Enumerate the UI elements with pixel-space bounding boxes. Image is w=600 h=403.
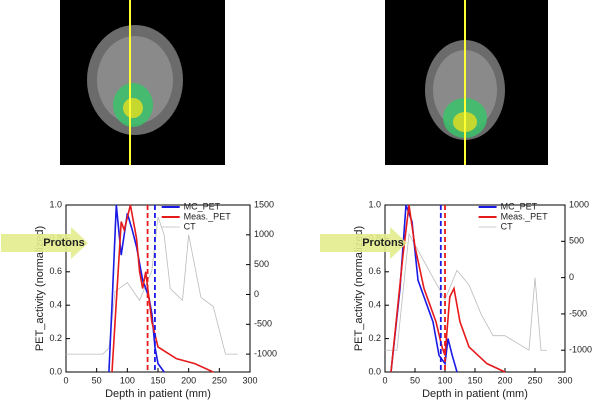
x-tick-label: 200	[181, 375, 196, 385]
y-tick-label: 0.2	[368, 333, 381, 343]
x-tick-label: 250	[212, 375, 227, 385]
y2-tick-label: 1000	[569, 199, 589, 209]
y2-tick-label: 1000	[254, 229, 274, 239]
series-line	[385, 232, 547, 351]
x-tick-label: 100	[120, 375, 135, 385]
y-tick-label: 1.0	[49, 199, 62, 209]
x-tick-label: 50	[92, 375, 102, 385]
legend-label: Meas._PET	[501, 211, 549, 221]
y-tick-label: 0.0	[368, 366, 381, 376]
y-tick-label: 0.6	[49, 266, 62, 276]
y2-tick-label: 1500	[254, 199, 274, 209]
ct-image-left	[60, 0, 225, 165]
y2-tick-label: -500	[254, 319, 272, 329]
x-axis-label: Depth in patient (mm)	[105, 388, 211, 400]
y2-tick-label: 0	[569, 272, 574, 282]
x-tick-label: 50	[410, 375, 420, 385]
y-tick-label: 0.4	[368, 300, 381, 310]
x-tick-label: 100	[437, 375, 452, 385]
y-tick-label: 1.0	[368, 199, 381, 209]
ct-image-right	[385, 0, 548, 165]
annotation: Protons	[362, 237, 404, 249]
x-tick-label: 0	[382, 375, 387, 385]
y-tick-label: 0.0	[49, 366, 62, 376]
legend-label: Meas._PET	[184, 211, 232, 221]
legend-label: MC_PET	[501, 201, 538, 211]
y-tick-label: 0.2	[49, 333, 62, 343]
x-tick-label: 250	[527, 375, 542, 385]
y-axis-label: PET_activity (normalized)	[34, 226, 46, 351]
y2-tick-label: 500	[254, 259, 269, 269]
x-tick-label: 300	[242, 375, 257, 385]
y-tick-label: 0.4	[49, 300, 62, 310]
x-tick-label: 150	[150, 375, 165, 385]
series-line	[111, 204, 214, 373]
x-tick-label: 150	[467, 375, 482, 385]
x-axis-label: Depth in patient (mm)	[422, 388, 528, 400]
y2-tick-label: -1000	[254, 348, 277, 358]
annotation-arrow	[1, 227, 88, 259]
y2-tick-label: 0	[254, 289, 259, 299]
y-axis-label: PET_activity (normalized)	[353, 226, 365, 351]
series-line	[66, 216, 238, 355]
legend-label: CT	[184, 221, 196, 231]
y2-tick-label: -500	[569, 308, 587, 318]
legend-label: MC_PET	[184, 201, 221, 211]
x-tick-label: 300	[557, 375, 572, 385]
legend-label: CT	[501, 221, 513, 231]
y-tick-label: 0.6	[368, 266, 381, 276]
series-line	[390, 204, 458, 373]
series-line	[390, 204, 506, 373]
y2-tick-label: -1000	[569, 345, 592, 355]
annotation-arrow	[320, 227, 407, 259]
annotation: Protons	[43, 237, 85, 249]
x-tick-label: 200	[497, 375, 512, 385]
y2-tick-label: 500	[569, 236, 584, 246]
x-tick-label: 0	[63, 375, 68, 385]
